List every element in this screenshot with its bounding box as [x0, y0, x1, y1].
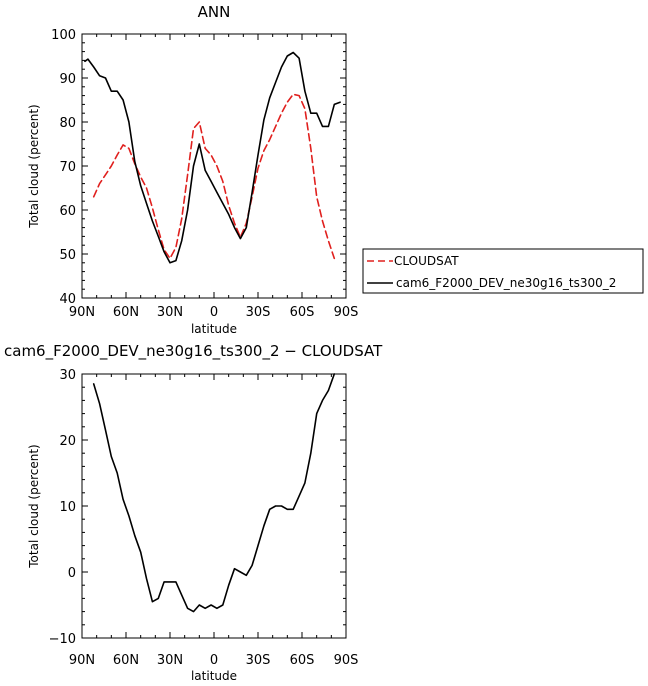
legend-label-model: cam6_F2000_DEV_ne30g16_ts300_2: [396, 276, 616, 290]
top-x-tick-label: 0: [210, 305, 218, 320]
bottom-series-line-0: [92, 373, 336, 613]
top-y-tick-label: 80: [59, 116, 76, 131]
top-series-line-0: [92, 93, 336, 260]
bottom-y-tick-label: 30: [59, 368, 76, 383]
top-series-line-1: [84, 51, 341, 264]
top-x-tick-label: 60S: [290, 305, 315, 320]
bottom-y-tick-label: −10: [49, 632, 76, 647]
bottom-chart-title: cam6_F2000_DEV_ne30g16_ts300_2 − CLOUDSA…: [4, 342, 383, 361]
top-panel: ANN 90N 60N 30N 0 30S 60S 90S 405060708090100 …: [27, 3, 358, 336]
top-y-tick-label: 50: [59, 248, 76, 263]
bottom-panel: cam6_F2000_DEV_ne30g16_ts300_2 − CLOUDSA…: [4, 342, 383, 683]
top-x-tick-label: 90S: [334, 305, 359, 320]
legend: CLOUDSAT cam6_F2000_DEV_ne30g16_ts300_2: [362, 248, 644, 294]
bottom-plot-frame: [81, 373, 347, 639]
bottom-x-tick-label: 0: [210, 653, 218, 668]
bottom-y-tick-label: 10: [59, 500, 76, 515]
top-x-tick-label: 60N: [113, 305, 139, 320]
top-y-tick-label: 90: [59, 72, 76, 87]
top-y-axis-label: Total cloud (percent): [27, 104, 41, 228]
bottom-x-tick-label: 30N: [157, 653, 183, 668]
bottom-y-axis-label: Total cloud (percent): [27, 444, 41, 568]
top-x-tick-label: 90N: [69, 305, 95, 320]
bottom-x-tick-label: 90N: [69, 653, 95, 668]
bottom-x-tick-label: 30S: [246, 653, 271, 668]
bottom-x-tick-label: 60S: [290, 653, 315, 668]
bottom-x-tick-label: 60N: [113, 653, 139, 668]
top-y-tick-label: 70: [59, 160, 76, 175]
top-plot-frame: [81, 33, 347, 299]
bottom-x-tick-label: 90S: [334, 653, 359, 668]
legend-box: [362, 248, 644, 294]
top-x-tick-label: 30N: [157, 305, 183, 320]
bottom-x-axis-label: latitude: [191, 669, 237, 683]
top-y-tick-label: 60: [59, 204, 76, 219]
bottom-y-tick-label: 20: [59, 434, 76, 449]
top-y-tick-label: 40: [59, 292, 76, 307]
top-chart-title: ANN: [198, 3, 231, 21]
legend-label-cloudsat: CLOUDSAT: [394, 254, 459, 268]
top-y-tick-label: 100: [51, 28, 76, 43]
bottom-y-tick-label: 0: [68, 566, 76, 581]
top-x-axis-label: latitude: [191, 322, 237, 336]
top-x-tick-label: 30S: [246, 305, 271, 320]
